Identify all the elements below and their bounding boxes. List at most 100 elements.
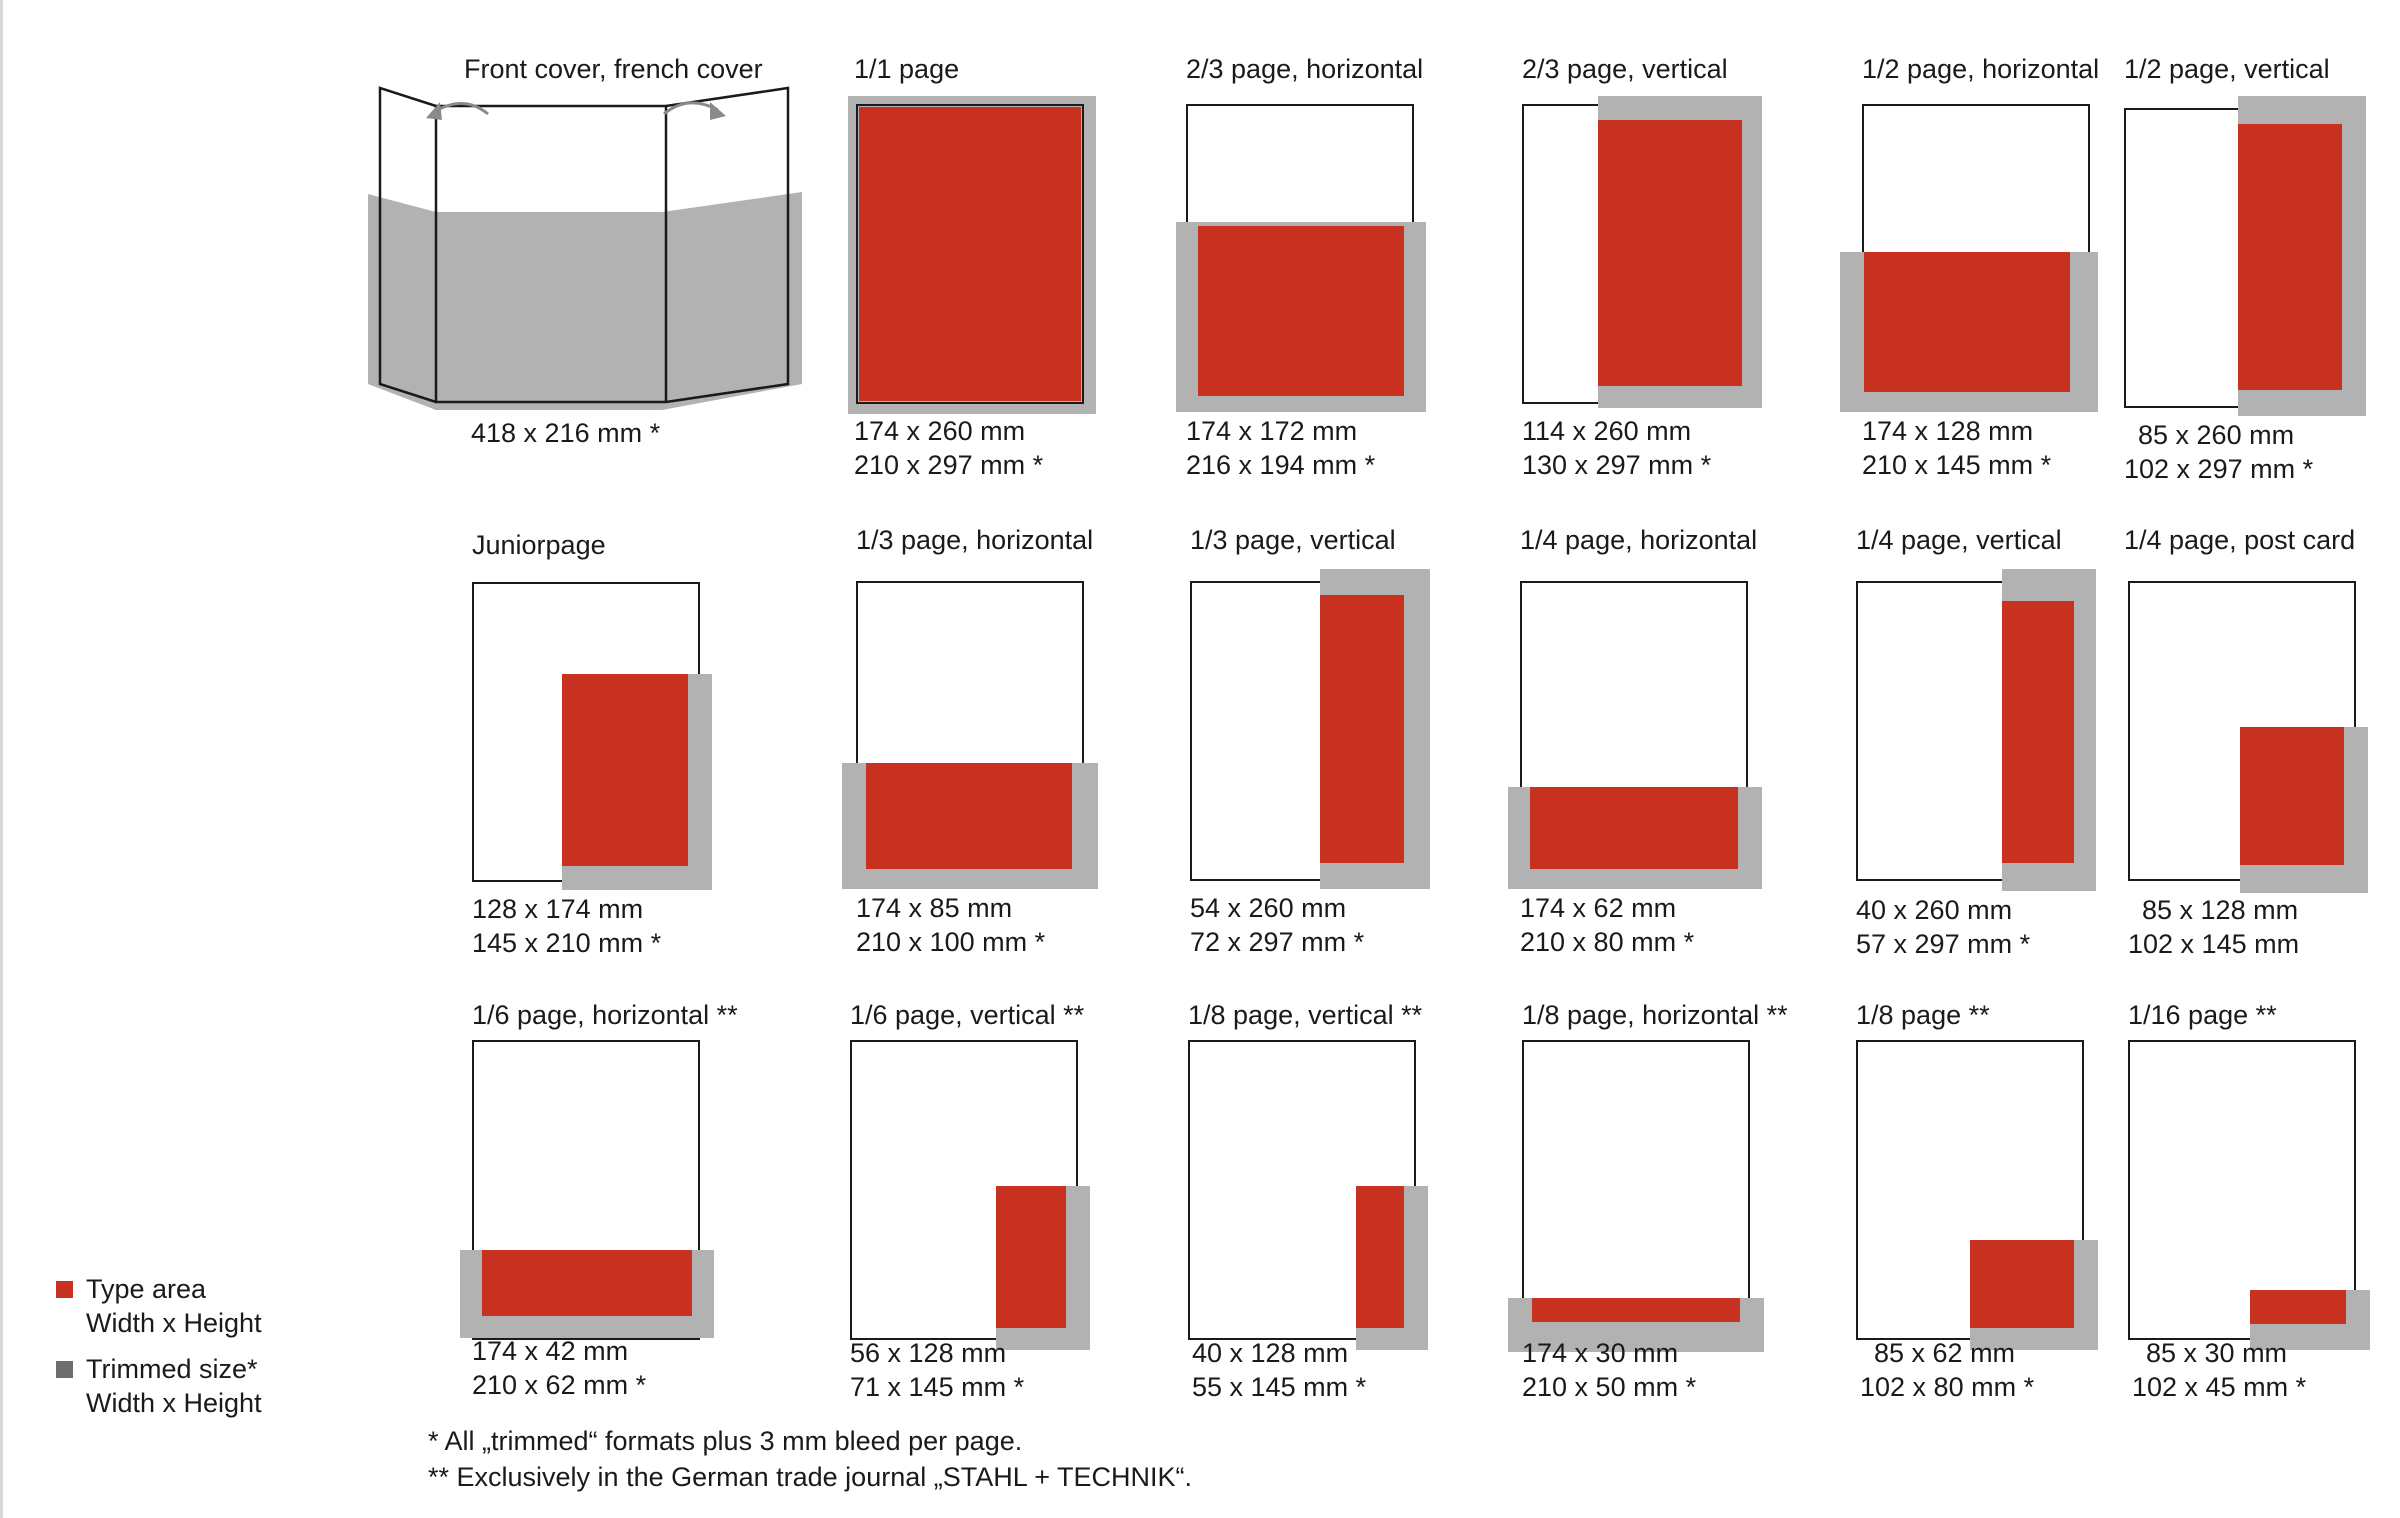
- format-title: 1/4 page, post card: [2124, 525, 2356, 555]
- cover-left-flap: [378, 86, 437, 404]
- type-size: 174 x 128 mm: [1862, 416, 2034, 446]
- format-1-6-page-vertical: 1/6 page, vertical ** 56 x 128 mm 71 x 1…: [848, 1000, 1128, 1430]
- type-size: 54 x 260 mm: [1190, 893, 1347, 923]
- type-area: [1598, 120, 1742, 386]
- format-1-8-page-vertical: 1/8 page, vertical ** 40 x 128 mm 55 x 1…: [1186, 1000, 1466, 1430]
- format-front-cover: Front cover, french cover 418 x 216 mm *: [368, 54, 808, 454]
- trimmed-size-swatch: [56, 1361, 73, 1378]
- format-title: 2/3 page, horizontal: [1186, 54, 1424, 84]
- trim-size: 57 x 297 mm *: [1856, 929, 2031, 959]
- cover-trim-left: [368, 194, 436, 410]
- left-border-rule: [0, 0, 3, 1518]
- type-area: [1864, 252, 2070, 392]
- type-size: 40 x 260 mm: [1856, 895, 2013, 925]
- french-cover-diagram: [368, 86, 802, 410]
- format-title: Front cover, french cover: [464, 54, 763, 84]
- type-size: 174 x 42 mm: [472, 1336, 629, 1366]
- format-title: 1/8 page **: [1856, 1000, 1990, 1030]
- type-size: 174 x 85 mm: [856, 893, 1013, 923]
- type-area: [1970, 1240, 2074, 1328]
- type-area: [866, 763, 1072, 869]
- cover-front-panel: [434, 104, 668, 404]
- type-area: [996, 1186, 1066, 1328]
- format-2-3-page-horizontal: 2/3 page, horizontal 174 x 172 mm 216 x …: [1176, 54, 1476, 484]
- type-size: 85 x 30 mm: [2146, 1338, 2288, 1368]
- format-1-3-page-horizontal: 1/3 page, horizontal 174 x 85 mm 210 x 1…: [840, 525, 1130, 965]
- format-1-6-page-horizontal: 1/6 page, horizontal ** 174 x 42 mm 210 …: [460, 1000, 760, 1430]
- type-area: [1198, 226, 1404, 396]
- format-title: Juniorpage: [472, 530, 606, 560]
- trim-size: 210 x 100 mm *: [856, 927, 1046, 957]
- type-area-swatch: [56, 1281, 73, 1298]
- trim-size: 55 x 145 mm *: [1192, 1372, 1367, 1402]
- format-title: 1/4 page, vertical: [1856, 525, 2062, 555]
- trim-size: 102 x 297 mm *: [2124, 454, 2314, 484]
- type-area: [2238, 124, 2342, 390]
- cover-trim-right: [662, 192, 802, 410]
- trim-size: 130 x 297 mm *: [1522, 450, 1712, 480]
- type-area: [562, 674, 688, 866]
- type-size: 85 x 128 mm: [2142, 895, 2299, 925]
- type-size: 128 x 174 mm: [472, 894, 644, 924]
- format-title: 1/1 page: [854, 54, 960, 84]
- format-1-1-page: 1/1 page 174 x 260 mm 210 x 297 mm *: [848, 54, 1108, 484]
- type-size: 85 x 62 mm: [1874, 1338, 2016, 1368]
- type-area: [482, 1250, 692, 1316]
- type-size: 40 x 128 mm: [1192, 1338, 1349, 1368]
- format-title: 1/6 page, horizontal **: [472, 1000, 738, 1030]
- legend-label: Type area: [86, 1274, 207, 1304]
- type-size: 174 x 62 mm: [1520, 893, 1677, 923]
- trim-size: 71 x 145 mm *: [850, 1372, 1025, 1402]
- type-size: 174 x 260 mm: [854, 416, 1026, 446]
- trim-size: 72 x 297 mm *: [1190, 927, 1365, 957]
- legend-label: Trimmed size*: [86, 1354, 258, 1384]
- format-1-4-page-horizontal: 1/4 page, horizontal 174 x 62 mm 210 x 8…: [1508, 525, 1808, 965]
- type-area: [859, 107, 1081, 401]
- type-area: [1532, 1298, 1740, 1322]
- format-1-16-page: 1/16 page ** 85 x 30 mm 102 x 45 mm *: [2126, 1000, 2400, 1430]
- format-title: 1/4 page, horizontal: [1520, 525, 1758, 555]
- legend-sublabel: Width x Height: [86, 1308, 262, 1338]
- type-area: [2250, 1290, 2346, 1324]
- format-title: 1/3 page, vertical: [1190, 525, 1396, 555]
- format-title: 1/6 page, vertical **: [850, 1000, 1085, 1030]
- cover-right-flap: [665, 86, 790, 404]
- format-title: 1/8 page, horizontal **: [1522, 1000, 1788, 1030]
- format-title: 1/8 page, vertical **: [1188, 1000, 1423, 1030]
- footnote-double-star: ** Exclusively in the German trade journ…: [428, 1462, 1193, 1492]
- legend-sublabel: Width x Height: [86, 1388, 262, 1418]
- type-area: [2002, 601, 2074, 863]
- type-area: [1356, 1186, 1404, 1328]
- type-size: 174 x 30 mm: [1522, 1338, 1679, 1368]
- type-size: 114 x 260 mm: [1522, 416, 1692, 446]
- trim-size: 210 x 297 mm *: [854, 450, 1044, 480]
- cover-trim-center: [436, 212, 662, 410]
- page-outline: [856, 104, 1084, 404]
- format-1-8-page-horizontal: 1/8 page, horizontal ** 174 x 30 mm 210 …: [1508, 1000, 1808, 1430]
- format-1-8-page: 1/8 page ** 85 x 62 mm 102 x 80 mm *: [1854, 1000, 2134, 1430]
- type-size: 85 x 260 mm: [2138, 420, 2295, 450]
- trim-size: 145 x 210 mm *: [472, 928, 662, 958]
- format-1-4-page-post-card: 1/4 page, post card 85 x 128 mm 102 x 14…: [2124, 525, 2394, 965]
- footnote-single-star: * All „trimmed“ formats plus 3 mm bleed …: [428, 1426, 1023, 1456]
- format-1-2-page-vertical: 1/2 page, vertical 85 x 260 mm 102 x 297…: [2124, 54, 2394, 484]
- format-title: 1/3 page, horizontal: [856, 525, 1094, 555]
- format-title: 1/2 page, horizontal: [1862, 54, 2100, 84]
- type-area: [1320, 595, 1404, 863]
- format-title: 1/16 page **: [2128, 1000, 2277, 1030]
- type-area: [2240, 727, 2344, 865]
- trim-size: 210 x 80 mm *: [1520, 927, 1695, 957]
- trim-size: 210 x 50 mm *: [1522, 1372, 1697, 1402]
- type-size: 56 x 128 mm: [850, 1338, 1007, 1368]
- format-1-3-page-vertical: 1/3 page, vertical 54 x 260 mm 72 x 297 …: [1184, 525, 1464, 965]
- page-outline: [1522, 1040, 1750, 1340]
- type-area: [1530, 787, 1738, 869]
- format-1-2-page-horizontal: 1/2 page, horizontal 174 x 128 mm 210 x …: [1840, 54, 2100, 484]
- cover-size: 418 x 216 mm *: [471, 418, 661, 448]
- trim-size: 210 x 62 mm *: [472, 1370, 647, 1400]
- format-2-3-page-vertical: 2/3 page, vertical 114 x 260 mm 130 x 29…: [1512, 54, 1812, 484]
- type-size: 174 x 172 mm: [1186, 416, 1358, 446]
- format-title: 1/2 page, vertical: [2124, 54, 2330, 84]
- trim-size: 102 x 145 mm: [2128, 929, 2300, 959]
- fold-out-arrow-icon: [426, 101, 726, 120]
